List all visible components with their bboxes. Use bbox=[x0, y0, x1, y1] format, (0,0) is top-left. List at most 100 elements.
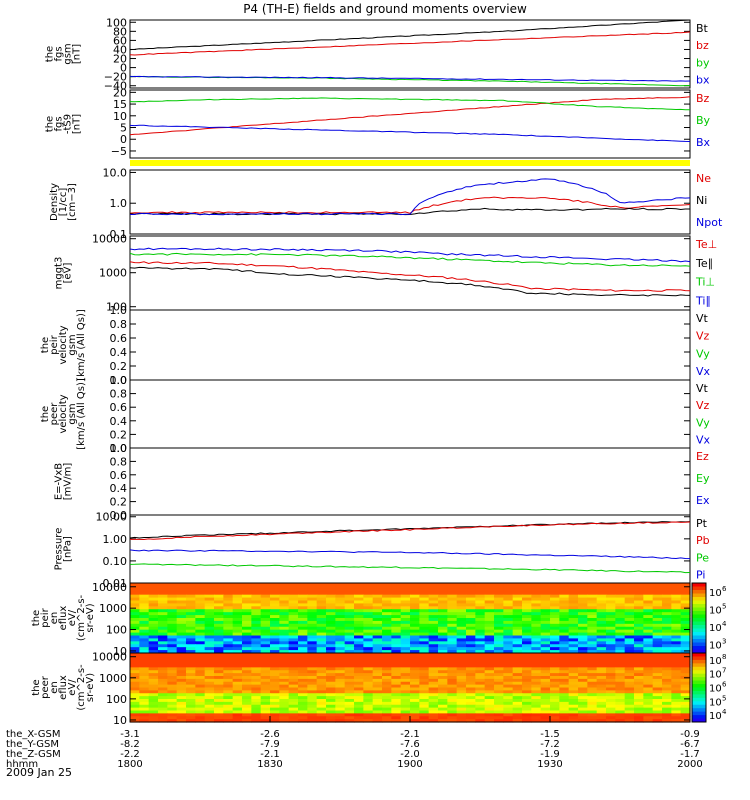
spectrogram-cell bbox=[354, 650, 364, 654]
spectrogram-cell bbox=[391, 667, 402, 671]
spectrogram-cell bbox=[419, 673, 430, 677]
spectrogram-cell bbox=[410, 710, 420, 714]
spectrogram-cell bbox=[596, 591, 607, 596]
spectrogram-cell bbox=[466, 615, 476, 619]
spectrogram-cell bbox=[326, 684, 336, 689]
spectrogram-cell bbox=[382, 684, 392, 689]
spectrogram-cell bbox=[167, 719, 178, 723]
spectrogram-cell bbox=[354, 707, 364, 712]
spectrogram-cell bbox=[428, 661, 439, 666]
spectrogram-cell bbox=[550, 681, 560, 686]
spectrogram-cell bbox=[410, 603, 420, 607]
spectrogram-cell bbox=[475, 655, 486, 660]
spectrogram-cell bbox=[662, 673, 672, 677]
spectrogram-cell bbox=[279, 632, 290, 637]
spectrogram-cell bbox=[540, 719, 551, 723]
spectrogram-cell bbox=[363, 623, 374, 628]
spectrogram-cell bbox=[344, 713, 355, 717]
spectrogram-cell bbox=[512, 623, 523, 628]
legend-Vz: Vz bbox=[696, 399, 710, 412]
spectrogram-cell bbox=[288, 676, 299, 680]
spectrogram-cell bbox=[652, 658, 663, 663]
spectrogram-cell bbox=[242, 673, 252, 677]
y-tick-label: 10000 bbox=[92, 581, 127, 594]
spectrogram-cell bbox=[475, 684, 486, 689]
spectrogram-cell bbox=[204, 615, 215, 619]
spectrogram-cell bbox=[354, 638, 364, 642]
spectrogram-cell bbox=[279, 701, 290, 706]
spectrogram-cell bbox=[643, 588, 654, 593]
spectrogram-cell bbox=[167, 655, 178, 660]
spectrogram-cell bbox=[307, 690, 318, 694]
spectrogram-cell bbox=[643, 716, 654, 720]
spectrogram-cell bbox=[158, 713, 168, 717]
spectrogram-cell bbox=[232, 620, 243, 625]
spectrogram-cell bbox=[550, 650, 560, 654]
spectrogram-cell bbox=[540, 603, 551, 607]
spectrogram-cell bbox=[176, 655, 187, 660]
ephemeris-value: -7.6 bbox=[400, 739, 420, 750]
spectrogram-cell bbox=[410, 629, 420, 634]
spectrogram-cell bbox=[204, 719, 215, 723]
spectrogram-cell bbox=[587, 638, 598, 642]
spectrogram-cell bbox=[400, 583, 411, 587]
spectrogram-cell bbox=[391, 647, 402, 651]
spectrogram-cell bbox=[288, 597, 299, 602]
spectrogram-cell bbox=[344, 664, 355, 668]
y-axis-label: the bbox=[45, 116, 56, 132]
spectrogram-cell bbox=[652, 612, 663, 616]
spectrogram-cell bbox=[643, 583, 654, 587]
y-tick-label: 0.0 bbox=[110, 509, 128, 522]
spectrogram-cell bbox=[494, 620, 504, 625]
spectrogram-cell bbox=[606, 667, 616, 671]
spectrogram-cell bbox=[130, 716, 140, 720]
spectrogram-cell bbox=[232, 704, 243, 709]
spectrogram-cell bbox=[438, 661, 448, 666]
spectrogram-cell bbox=[316, 696, 327, 700]
spectrogram-cell bbox=[167, 594, 178, 599]
spectrogram-cell bbox=[531, 629, 542, 634]
spectrogram-cell bbox=[391, 670, 402, 674]
spectrogram-cell bbox=[512, 612, 523, 616]
spectrogram-cell bbox=[624, 638, 635, 642]
spectrogram-cell bbox=[615, 670, 626, 674]
spectrogram-cell bbox=[130, 684, 140, 689]
spectrogram-cell bbox=[643, 641, 654, 645]
spectrogram-cell bbox=[382, 641, 392, 645]
spectrogram-cell bbox=[335, 678, 346, 683]
y-axis-label: sr-eV) bbox=[85, 673, 96, 702]
spectrogram-cell bbox=[428, 609, 439, 613]
y-axis-label: [km/s (All Qs)] bbox=[76, 309, 87, 381]
spectrogram-cell bbox=[634, 684, 644, 689]
spectrogram-cell bbox=[214, 644, 224, 648]
spectrogram-cell bbox=[671, 661, 682, 666]
spectrogram-cell bbox=[307, 615, 318, 619]
spectrogram-cell bbox=[214, 606, 224, 610]
spectrogram-cell bbox=[260, 701, 271, 706]
spectrogram-cell bbox=[223, 612, 234, 616]
spectrogram-cell bbox=[204, 583, 215, 587]
spectrogram-cell bbox=[410, 609, 420, 613]
colorbar-tick-exponent: 8 bbox=[722, 653, 726, 661]
spectrogram-cell bbox=[326, 623, 336, 628]
spectrogram-cell bbox=[466, 653, 476, 657]
spectrogram-cell bbox=[494, 609, 504, 613]
spectrogram-cell bbox=[410, 716, 420, 720]
spectrogram-cell bbox=[232, 629, 243, 634]
spectrogram-cell bbox=[484, 676, 495, 680]
spectrogram-cell bbox=[214, 701, 224, 706]
spectrogram-cell bbox=[130, 615, 140, 619]
spectrogram-cell bbox=[522, 606, 532, 610]
spectrogram-cell bbox=[195, 650, 206, 654]
y-tick-label: 100 bbox=[106, 16, 127, 29]
spectrogram-cell bbox=[550, 655, 560, 660]
spectrogram-cell bbox=[438, 618, 448, 622]
spectrogram-cell bbox=[624, 667, 635, 671]
spectrogram-cell bbox=[578, 641, 588, 645]
spectrogram-cell bbox=[260, 658, 271, 663]
spectrogram-cell bbox=[223, 620, 234, 625]
spectrogram-cell bbox=[466, 716, 476, 720]
spectrogram-cell bbox=[559, 588, 570, 593]
spectrogram-cell bbox=[167, 641, 178, 645]
spectrogram-cell bbox=[559, 626, 570, 631]
